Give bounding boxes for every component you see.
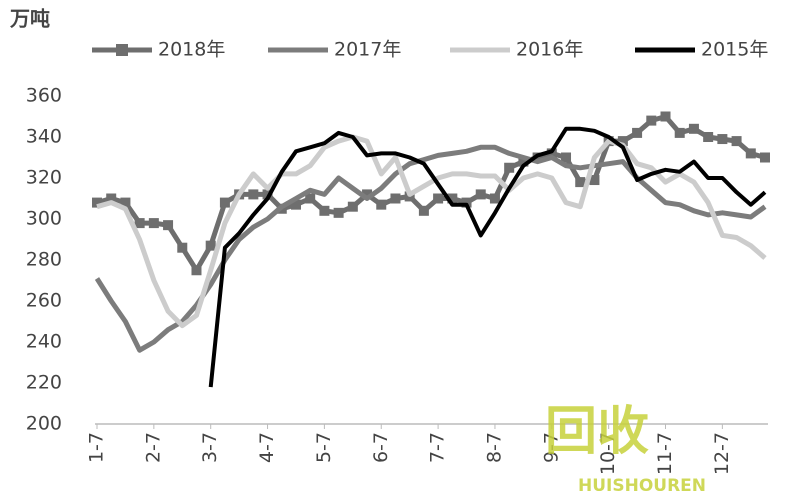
point-marker	[219, 197, 230, 208]
x-tick-label: 1-7	[86, 432, 108, 463]
x-tick-label: 5-7	[313, 432, 335, 463]
point-marker	[660, 111, 671, 122]
x-tick-label: 9-7	[540, 432, 562, 463]
series-line	[94, 144, 767, 353]
x-tick-label: 8-7	[483, 432, 505, 463]
point-marker	[489, 193, 500, 204]
point-marker	[177, 242, 188, 253]
y-tick-label: 280	[26, 249, 62, 271]
point-marker	[688, 123, 699, 134]
legend-label: 2016年	[516, 39, 583, 61]
y-tick-label: 320	[26, 167, 62, 189]
point-marker	[148, 218, 159, 229]
watermark-sub: HUISHOUREN	[578, 476, 706, 496]
point-marker	[163, 220, 174, 231]
point-marker	[674, 127, 685, 138]
y-tick-label: 360	[26, 85, 62, 107]
point-marker	[717, 134, 728, 145]
point-marker	[418, 205, 429, 216]
point-marker	[575, 177, 586, 188]
point-marker	[92, 197, 102, 208]
point-marker	[546, 148, 557, 159]
y-tick-label: 240	[26, 331, 62, 353]
x-tick-label: 11-7	[654, 432, 676, 475]
x-tick-label: 2-7	[142, 432, 164, 463]
point-marker	[106, 193, 117, 204]
legend-label: 2015年	[701, 39, 768, 61]
legend-label: 2017年	[334, 39, 401, 61]
x-tick-label: 12-7	[711, 432, 733, 475]
point-marker	[319, 205, 330, 216]
point-marker	[760, 152, 770, 163]
y-tick-label: 220	[26, 372, 62, 394]
point-marker	[617, 136, 628, 147]
point-marker	[518, 156, 529, 167]
point-marker	[447, 193, 458, 204]
point-marker	[362, 189, 373, 200]
point-marker	[376, 199, 387, 210]
legend-label: 2018年	[158, 39, 225, 61]
series-line	[96, 114, 766, 273]
y-tick-label: 260	[26, 290, 62, 312]
point-marker	[248, 189, 259, 200]
point-marker	[475, 189, 486, 200]
point-marker	[561, 152, 572, 163]
y-tick-label: 300	[26, 208, 62, 230]
point-marker	[290, 199, 301, 210]
point-marker	[745, 148, 756, 159]
point-marker	[191, 265, 202, 276]
x-tick-label: 7-7	[427, 432, 449, 463]
legend-marker	[116, 44, 128, 56]
point-marker	[632, 127, 643, 138]
point-marker	[504, 162, 515, 173]
point-marker	[703, 132, 714, 142]
x-tick-label: 3-7	[199, 432, 221, 463]
series-line	[96, 134, 767, 329]
x-tick-label: 6-7	[370, 432, 392, 463]
point-marker	[205, 240, 216, 251]
y-axis-label: 万吨	[9, 7, 50, 31]
x-tick-label: 10-7	[597, 432, 619, 475]
y-tick-label: 340	[26, 126, 62, 148]
point-marker	[120, 197, 131, 208]
watermark: 回收	[545, 402, 649, 462]
point-marker	[305, 193, 316, 204]
point-marker	[134, 218, 145, 229]
point-marker	[333, 207, 344, 218]
x-tick-label: 4-7	[256, 432, 278, 463]
point-marker	[589, 175, 600, 186]
point-marker	[347, 201, 358, 212]
point-marker	[461, 197, 472, 208]
point-marker	[433, 193, 444, 204]
y-tick-label: 200	[26, 413, 62, 435]
point-marker	[390, 193, 401, 204]
point-marker	[646, 115, 657, 126]
series-line	[208, 126, 767, 388]
point-marker	[731, 136, 742, 147]
